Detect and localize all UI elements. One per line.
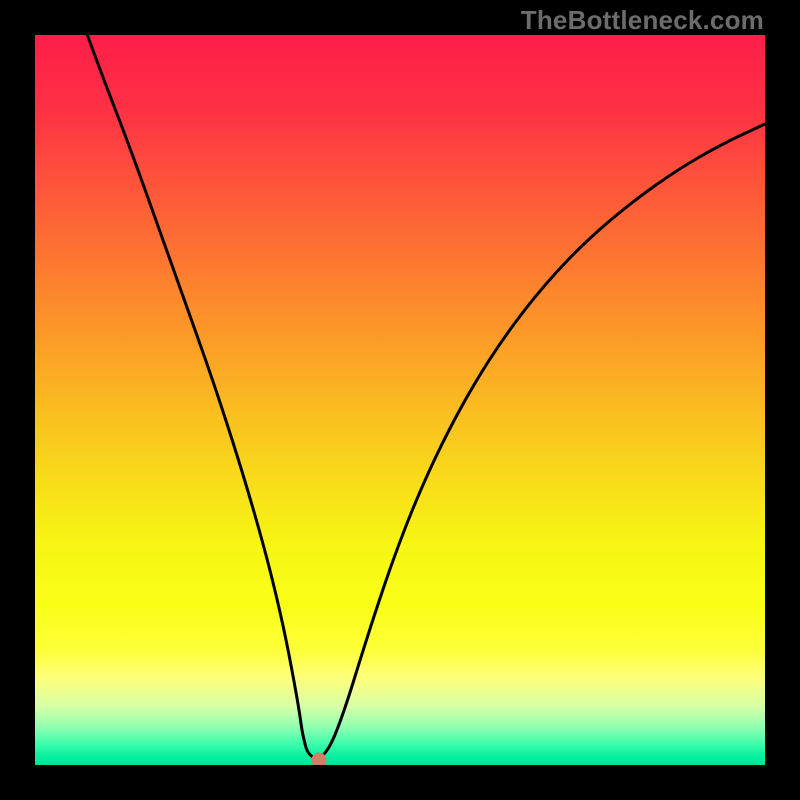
plot-area — [35, 35, 765, 765]
bottleneck-curve — [83, 35, 765, 758]
watermark-text: TheBottleneck.com — [521, 5, 764, 36]
minimum-marker — [312, 753, 326, 765]
curve-layer — [35, 35, 765, 765]
